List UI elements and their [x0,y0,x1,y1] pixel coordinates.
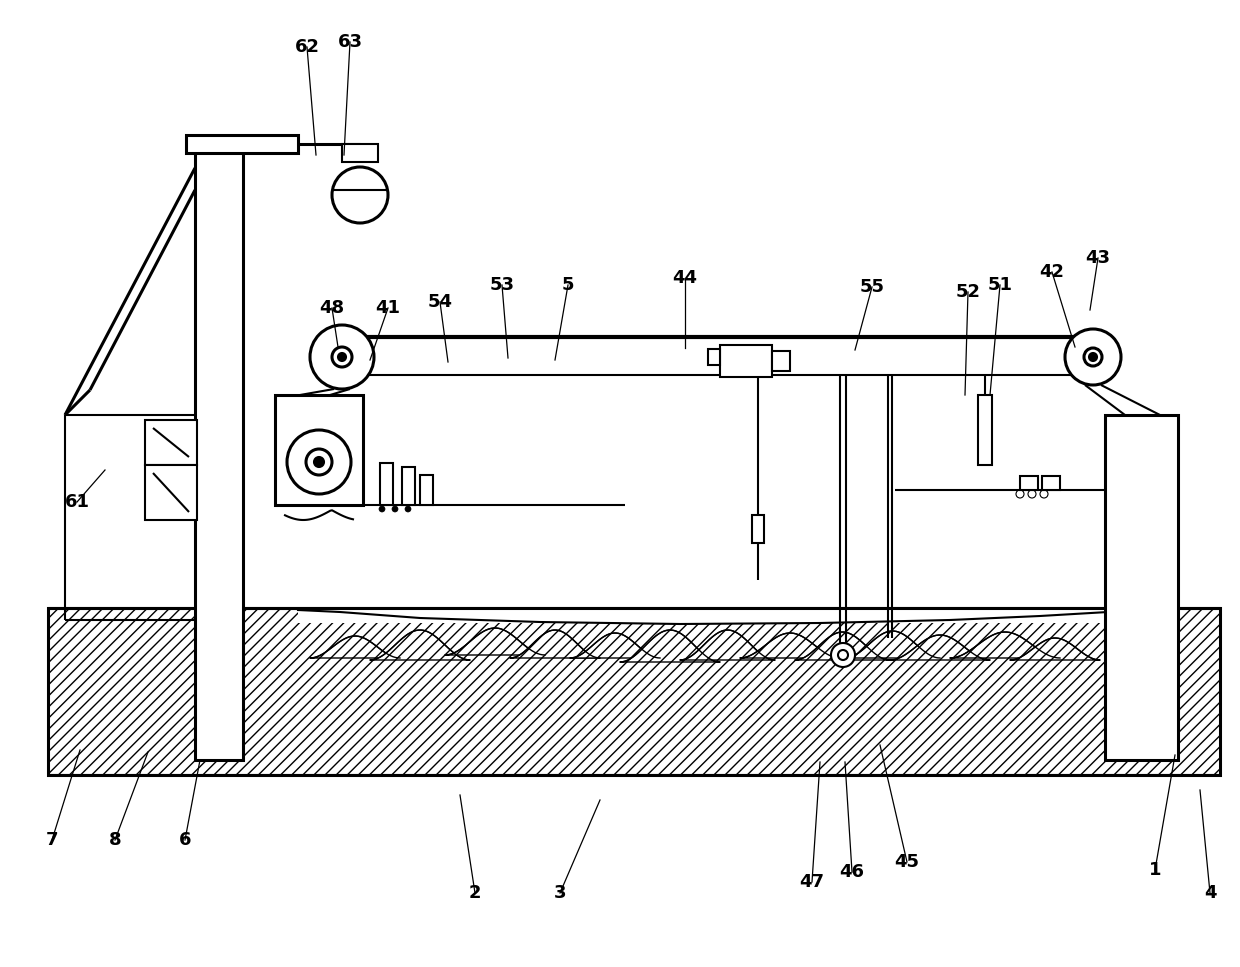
Text: 53: 53 [490,276,515,294]
Circle shape [286,430,351,494]
Circle shape [1084,348,1102,366]
Polygon shape [370,630,470,660]
Text: 8: 8 [109,831,122,849]
Polygon shape [680,630,775,660]
Bar [275,395,363,505]
Text: 63: 63 [337,33,362,51]
Polygon shape [620,630,720,662]
Circle shape [392,506,398,512]
Circle shape [1089,353,1097,361]
Circle shape [1065,329,1121,385]
Bar [751,515,764,543]
Circle shape [379,506,384,512]
Circle shape [332,347,352,367]
Polygon shape [445,628,546,655]
Polygon shape [48,608,1220,775]
Text: 62: 62 [295,38,320,56]
Circle shape [310,325,374,389]
Bar [978,395,992,465]
Polygon shape [890,635,990,660]
Bar [720,345,773,377]
Text: 44: 44 [672,269,698,287]
Text: 2: 2 [469,884,481,902]
Text: 3: 3 [554,884,567,902]
Text: 55: 55 [859,278,884,296]
Text: 6: 6 [179,831,191,849]
Bar [773,351,790,371]
Text: 45: 45 [894,853,920,871]
Text: 41: 41 [376,299,401,317]
Text: 47: 47 [800,873,825,891]
Text: 4: 4 [1204,884,1216,902]
Bar [342,144,378,162]
Text: 51: 51 [987,276,1013,294]
Bar [145,420,197,465]
Text: 52: 52 [956,283,981,301]
Bar [186,135,298,153]
Circle shape [314,457,324,467]
Polygon shape [1011,638,1100,660]
Polygon shape [740,633,839,658]
Text: 42: 42 [1039,263,1064,281]
Text: 1: 1 [1148,861,1161,879]
Polygon shape [298,608,1109,623]
Bar [402,467,415,505]
Polygon shape [570,633,660,658]
Bar [708,349,720,365]
Polygon shape [844,631,940,658]
Text: 54: 54 [428,293,453,311]
Circle shape [831,643,856,667]
Polygon shape [510,630,600,658]
Polygon shape [950,632,1060,658]
Circle shape [306,449,332,475]
Text: 5: 5 [562,276,574,294]
Bar [1042,476,1060,490]
Polygon shape [795,632,890,660]
Bar [1105,415,1178,760]
Bar [379,463,393,505]
Polygon shape [310,636,401,658]
Circle shape [405,506,410,512]
Circle shape [339,353,346,361]
Text: 7: 7 [46,831,58,849]
Bar [1021,476,1038,490]
Text: 61: 61 [64,493,89,511]
Text: 43: 43 [1085,249,1111,267]
Text: 48: 48 [320,299,345,317]
Bar [420,475,433,505]
Text: 46: 46 [839,863,864,881]
Circle shape [332,167,388,223]
Bar [195,148,243,760]
Bar [145,465,197,520]
